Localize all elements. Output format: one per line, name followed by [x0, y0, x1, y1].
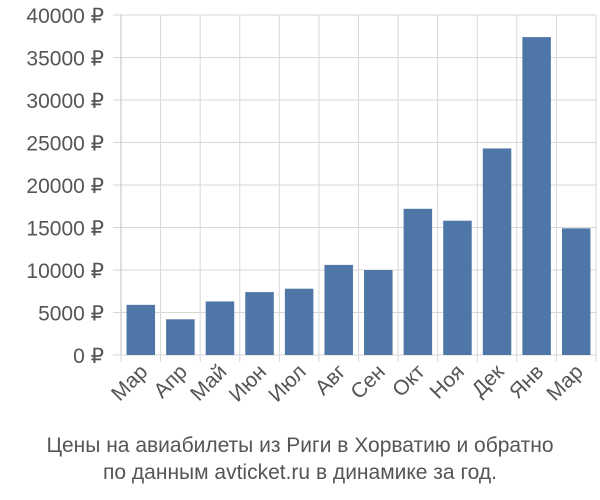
y-tick-label: 30000 ₽	[26, 90, 104, 113]
y-tick-label: 20000 ₽	[26, 175, 104, 198]
y-tick-label: 15000 ₽	[26, 218, 104, 241]
x-tick-label: Июн	[225, 360, 271, 406]
x-tick-label: Сен	[346, 360, 389, 403]
bar	[205, 301, 235, 355]
grid-layer	[113, 14, 597, 362]
y-tick-label: 35000 ₽	[26, 48, 104, 71]
bar	[284, 288, 314, 355]
bar	[245, 292, 274, 355]
bar-chart: 0 ₽ 5000 ₽ 10000 ₽ 15000 ₽ 20000 ₽ 25000 ₽ 300…	[26, 5, 597, 407]
x-tick-label: Мар	[542, 360, 587, 405]
x-tick-label: Дек	[467, 360, 509, 402]
bar	[403, 208, 433, 355]
caption-line-2: по данным avticket.ru в динамике за год.	[103, 461, 497, 484]
x-tick-label: Окт	[388, 360, 430, 402]
bar	[324, 264, 353, 355]
caption-line-1: Цены на авиабилеты из Риги в Хорватию и …	[46, 434, 554, 457]
x-tick-label: Мар	[107, 360, 152, 405]
x-tick-label: Апр	[149, 360, 191, 402]
y-tick-labels: 0 ₽ 5000 ₽ 10000 ₽ 15000 ₽ 20000 ₽ 25000 ₽ 300…	[26, 5, 104, 368]
y-tick-label: 0 ₽	[73, 345, 104, 368]
x-tick-label: Авг	[311, 360, 351, 400]
bar	[126, 304, 156, 355]
chart-caption: Цены на авиабилеты из Риги в Хорватию и …	[0, 432, 600, 486]
x-tick-label: Янв	[505, 360, 548, 403]
y-tick-label: 5000 ₽	[38, 303, 104, 326]
bar	[561, 228, 591, 355]
y-tick-label: 25000 ₽	[26, 133, 104, 156]
bar	[364, 270, 393, 355]
y-tick-label: 10000 ₽	[26, 260, 104, 283]
x-tick-label: Июл	[264, 360, 310, 406]
y-tick-label: 40000 ₽	[26, 5, 104, 28]
x-tick-label: Май	[186, 360, 231, 405]
bar	[166, 319, 195, 355]
bar-layer	[126, 37, 591, 355]
bar	[522, 37, 551, 355]
bar	[443, 220, 472, 355]
bar	[482, 148, 512, 355]
x-tick-label: Ноя	[426, 360, 469, 403]
